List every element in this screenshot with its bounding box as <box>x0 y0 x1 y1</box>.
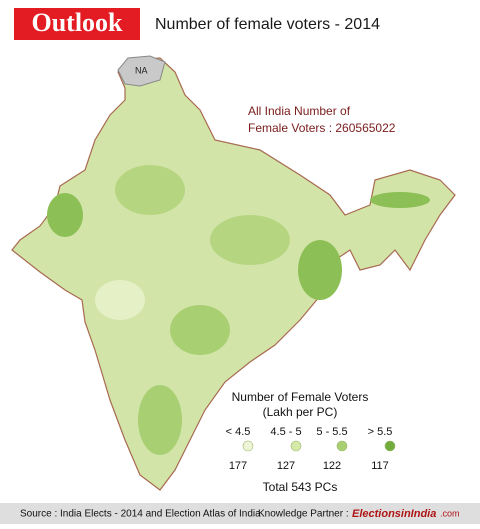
legend-swatch <box>242 440 254 452</box>
legend-title: (Lakh per PC) <box>263 405 338 419</box>
region-shade <box>210 215 290 265</box>
source: Source : India Elects - 2014 and Electio… <box>20 509 261 520</box>
map: NA <box>11 55 456 491</box>
na-region <box>117 55 166 87</box>
legend-label: < 4.5 <box>226 426 251 438</box>
legend-swatch <box>336 440 348 452</box>
region-shade <box>115 165 185 215</box>
logo: Outlook <box>31 8 123 37</box>
legend-count: 127 <box>277 460 295 472</box>
legend-swatch <box>384 440 396 452</box>
region-shade <box>298 240 342 300</box>
legend-title: Number of Female Voters <box>232 390 369 404</box>
legend-label: 4.5 - 5 <box>270 426 301 438</box>
legend: Number of Female Voters (Lakh per PC) To… <box>226 390 396 494</box>
region-shade <box>95 280 145 320</box>
partner-label: Knowledge Partner : <box>258 509 349 520</box>
logo-box <box>14 8 140 40</box>
annotation: Female Voters : 260565022 <box>248 121 396 135</box>
annotation: All India Number of <box>248 104 351 118</box>
legend-label: 5 - 5.5 <box>316 426 347 438</box>
legend-swatch <box>290 440 302 452</box>
legend-label: > 5.5 <box>368 426 393 438</box>
na-label: NA <box>135 65 148 75</box>
legend-count: 117 <box>371 460 389 472</box>
region-shade <box>138 385 182 455</box>
legend-count: 122 <box>323 460 341 472</box>
title: Number of female voters - 2014 <box>155 16 380 33</box>
region-shade <box>370 192 430 208</box>
legend-count: 177 <box>229 460 247 472</box>
india-outline <box>11 57 456 491</box>
partner: ElectionsinIndia <box>352 508 436 520</box>
footer-bar <box>0 503 480 524</box>
legend-total: Total 543 PCs <box>263 480 338 494</box>
partner-suffix: .com <box>440 508 460 518</box>
region-shade <box>170 305 230 355</box>
region-shade <box>47 193 83 237</box>
